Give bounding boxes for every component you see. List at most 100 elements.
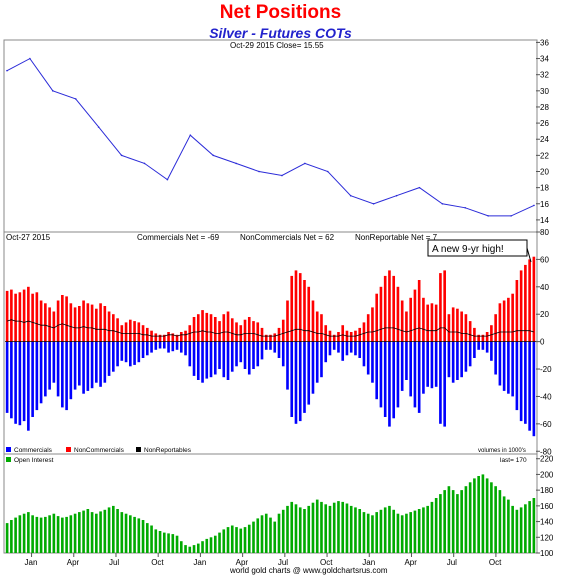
noncommercials-bar xyxy=(307,286,311,342)
price-tick-label: 34 xyxy=(540,55,549,64)
price-point xyxy=(372,202,375,205)
commercials-bar xyxy=(205,341,209,379)
price-point xyxy=(74,98,77,100)
open-interest-panel: 100 120 140 160 180 200 220 xyxy=(5,455,554,558)
commercials-bar xyxy=(460,341,463,378)
commercials-bar xyxy=(209,341,213,378)
noncommercials-bar xyxy=(124,322,128,342)
commercials-bar xyxy=(112,341,115,372)
annotation-pointer xyxy=(526,247,532,263)
price-tick-label: 22 xyxy=(540,151,549,160)
commercials-bar xyxy=(175,341,179,350)
open-interest-bar xyxy=(298,507,302,553)
price-point xyxy=(349,194,352,197)
commercials-bar xyxy=(179,341,183,353)
open-interest-bar xyxy=(273,521,277,553)
open-interest-bar xyxy=(230,525,234,553)
commercials-net-label: Commercials Net = -69 xyxy=(137,233,220,242)
commercials-bar xyxy=(451,341,455,383)
noncommercials-bar xyxy=(103,306,107,342)
open-interest-bar xyxy=(405,513,408,553)
x-tick-label: Oct xyxy=(151,558,164,567)
oi-tick-label: 160 xyxy=(540,502,554,511)
noncommercials-bar xyxy=(409,297,412,342)
noncommercials-bar xyxy=(235,322,238,342)
commercials-bar xyxy=(167,341,170,353)
price-point xyxy=(97,126,100,128)
open-interest-bar xyxy=(61,517,64,553)
commercials-bar xyxy=(14,341,17,424)
price-panel-frame xyxy=(3,39,538,233)
noncommercials-bar xyxy=(375,293,379,342)
noncommercials-bar xyxy=(112,314,115,342)
commercials-bar xyxy=(413,341,417,408)
commercials-bar xyxy=(264,341,268,350)
legend-noncommercials-swatch xyxy=(66,447,71,452)
commercials-bar xyxy=(260,341,264,360)
commercials-bar xyxy=(358,341,362,358)
commercials-bar xyxy=(145,341,149,356)
noncommercials-bar xyxy=(230,318,234,342)
noncommercials-bar xyxy=(243,319,247,342)
price-point xyxy=(52,90,54,92)
noncommercials-bar xyxy=(494,314,497,342)
commercials-bar xyxy=(447,341,451,378)
commercials-bar xyxy=(349,341,353,353)
open-interest-bar xyxy=(260,515,264,553)
commercials-bar xyxy=(511,341,514,397)
noncommercials-bar xyxy=(439,273,442,342)
noncommercials-bar xyxy=(311,300,315,342)
open-interest-bar xyxy=(192,545,196,553)
noncommercials-bar xyxy=(422,297,425,342)
noncommercials-bar xyxy=(192,317,196,342)
open-interest-bar xyxy=(358,509,362,553)
open-interest-bar xyxy=(515,509,519,553)
open-interest-bar xyxy=(315,499,319,553)
net-tick-label: 60 xyxy=(540,255,549,264)
noncommercials-bar xyxy=(460,311,463,342)
commercials-bar xyxy=(354,341,357,356)
open-interest-bar xyxy=(430,501,434,553)
noncommercials-bar xyxy=(498,303,502,342)
open-interest-bar xyxy=(511,505,514,553)
commercials-bar xyxy=(298,341,302,422)
nonreportable-net-label: NonReportable Net = 7 xyxy=(355,233,438,242)
price-line xyxy=(6,57,535,217)
open-interest-bar xyxy=(426,505,429,553)
commercials-bar xyxy=(158,341,162,349)
noncommercials-bar xyxy=(524,264,527,342)
commercials-bar xyxy=(184,341,187,356)
commercials-bar xyxy=(379,341,383,408)
noncommercials-bar xyxy=(290,275,294,342)
chart-title: Net Positions xyxy=(219,2,342,23)
open-interest-bar xyxy=(247,524,251,553)
commercials-bar xyxy=(116,341,119,367)
commercials-bar xyxy=(10,341,13,419)
commercials-bar xyxy=(396,341,400,408)
price-tick-label: 18 xyxy=(540,184,549,193)
open-interest-bar xyxy=(44,516,47,553)
commercials-bar xyxy=(405,341,408,380)
x-tick-label: Jul xyxy=(278,558,288,567)
noncommercials-bar xyxy=(379,286,383,342)
price-tick-label: 28 xyxy=(540,103,549,112)
noncommercials-bar xyxy=(362,322,366,342)
price-point xyxy=(510,215,512,217)
commercials-bar xyxy=(18,341,22,426)
commercials-bar xyxy=(201,341,204,383)
net-tick-label: -60 xyxy=(540,420,552,429)
commercials-bar xyxy=(311,341,315,394)
open-interest-bar xyxy=(349,505,353,553)
open-interest-bar xyxy=(294,504,298,553)
oi-tick-label: 140 xyxy=(540,518,554,527)
open-interest-bar xyxy=(65,516,68,553)
open-interest-bar xyxy=(409,512,412,553)
noncommercials-bar xyxy=(456,308,459,342)
noncommercials-bar xyxy=(392,275,396,342)
price-point xyxy=(6,69,8,72)
open-interest-bar xyxy=(413,510,417,553)
commercials-bar xyxy=(137,341,141,363)
commercials-bar xyxy=(502,341,506,391)
price-point xyxy=(464,206,467,209)
noncommercials-bar xyxy=(39,300,43,342)
